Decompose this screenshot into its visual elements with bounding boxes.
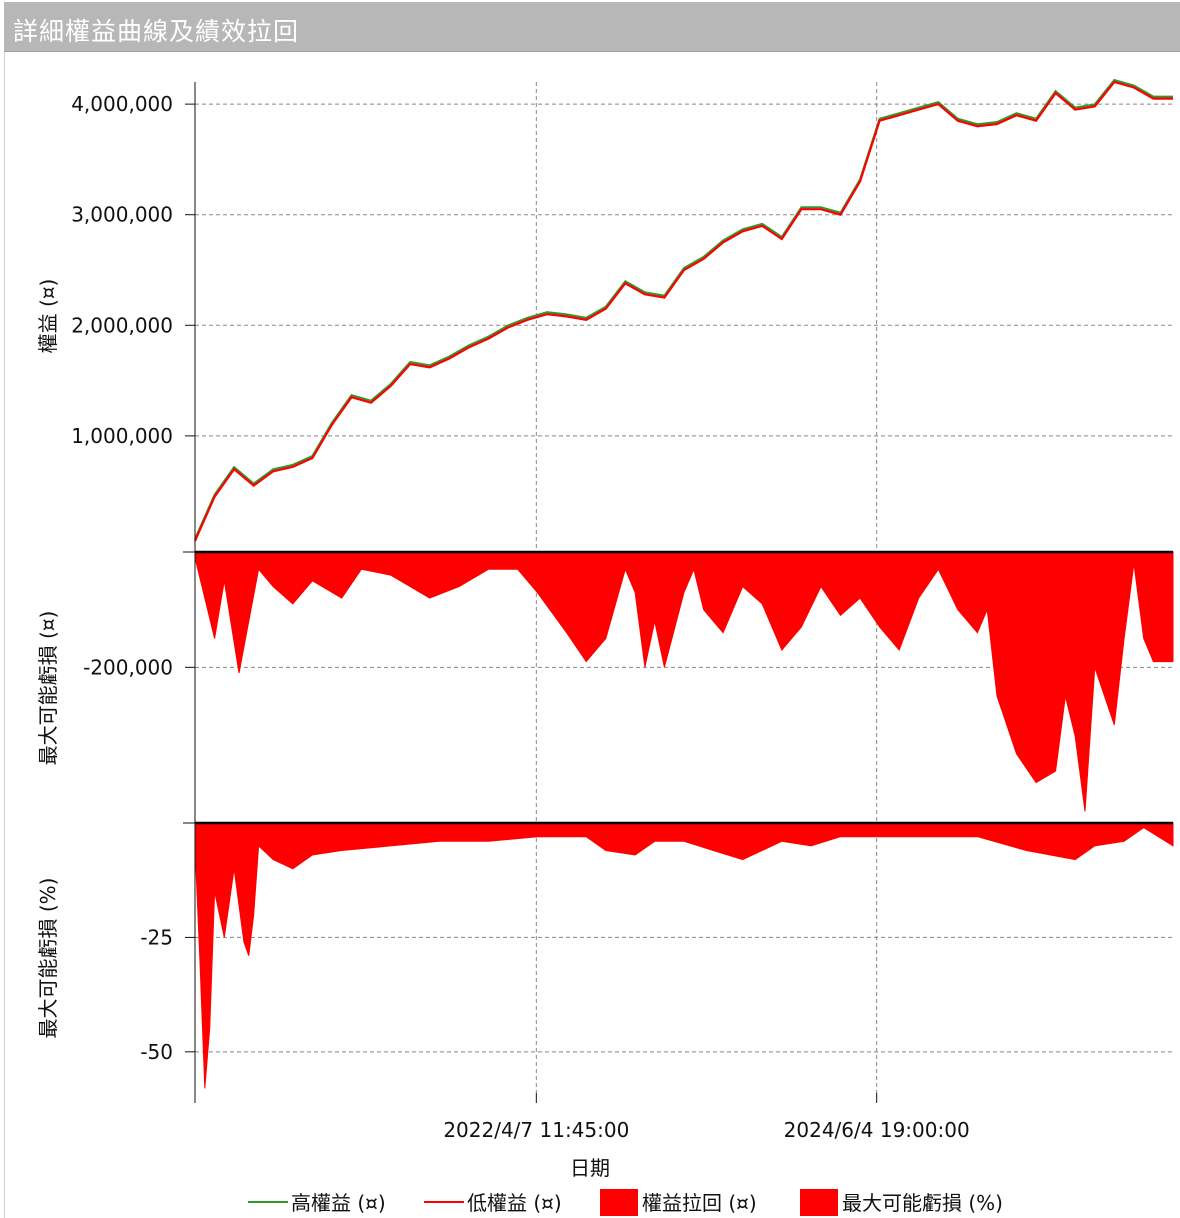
ylabel-drawdown-amount: 最大可能虧損 (¤) [36, 611, 60, 766]
label-layer: 權益 (¤) 最大可能虧損 (¤) 最大可能虧損 (%) 日期 2022/4/7… [36, 92, 970, 1180]
legend-label-2: 權益拉回 (¤) [642, 1191, 757, 1215]
data-layer [193, 78, 1174, 1089]
legend-label-1: 低權益 (¤) [467, 1191, 562, 1215]
ytick-label-0-0: 1,000,000 [71, 424, 173, 448]
ylabel-drawdown-percent: 最大可能虧損 (%) [36, 878, 60, 1039]
legend-label-0: 高權益 (¤) [291, 1191, 386, 1215]
ytick-label-0-1: 2,000,000 [71, 313, 173, 337]
ytick-label-1-0: -200,000 [83, 655, 173, 679]
series-high-equity-line [194, 78, 1173, 540]
axis-layer [183, 82, 1173, 1103]
series-drawdown-area-1 [194, 551, 1174, 812]
ytick-label-2-1: -50 [140, 1040, 173, 1064]
ytick-label-2-0: -25 [140, 925, 173, 949]
legend-swatch-3 [800, 1189, 838, 1216]
xaxis-label: 日期 [570, 1156, 610, 1180]
ytick-label-0-2: 3,000,000 [71, 203, 173, 227]
legend-swatch-2 [600, 1189, 638, 1216]
legend: 高權益 (¤) 低權益 (¤) 權益拉回 (¤) 最大可能虧損 (%) [248, 1189, 1003, 1216]
series-low-equity-line [193, 80, 1173, 542]
chart-frame [4, 52, 1180, 1218]
xtick-label-0: 2022/4/7 11:45:00 [443, 1118, 629, 1142]
title-bar: 詳細權益曲線及績效拉回 [4, 2, 1180, 52]
xtick-label-1: 2024/6/4 19:00:00 [784, 1118, 970, 1142]
chart-title: 詳細權益曲線及績效拉回 [13, 17, 300, 46]
ytick-label-0-3: 4,000,000 [71, 92, 173, 116]
ylabel-equity: 權益 (¤) [36, 279, 60, 354]
series-drawdown-area-2 [194, 822, 1174, 1089]
legend-label-3: 最大可能虧損 (%) [842, 1191, 1003, 1215]
